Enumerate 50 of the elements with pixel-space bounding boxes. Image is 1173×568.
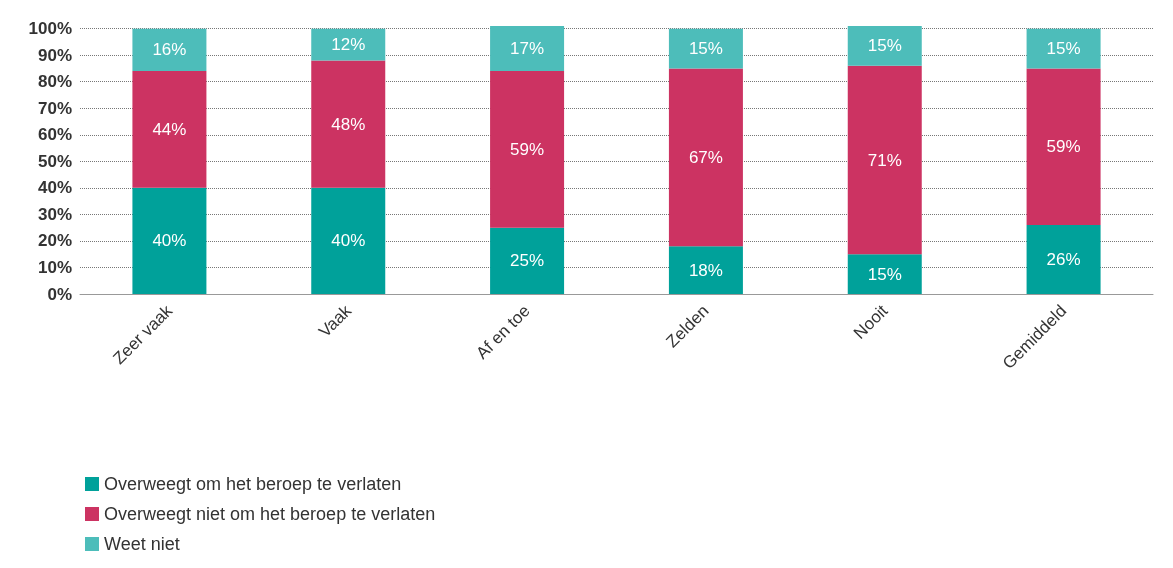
bar bbox=[490, 71, 565, 228]
bar bbox=[490, 227, 565, 294]
data-label: 17% bbox=[510, 39, 545, 59]
bar bbox=[1026, 28, 1101, 69]
bar bbox=[1026, 68, 1101, 226]
data-label: 59% bbox=[1046, 137, 1081, 157]
bar bbox=[311, 187, 386, 294]
y-tick-label: 90% bbox=[37, 45, 72, 65]
y-tick-label: 50% bbox=[37, 151, 72, 171]
bar bbox=[311, 60, 386, 188]
y-tick-label: 70% bbox=[37, 98, 72, 118]
bar bbox=[490, 26, 565, 72]
data-label: 67% bbox=[688, 147, 723, 167]
legend-label: Overweegt niet om het beroep te verlaten bbox=[104, 504, 436, 524]
data-label: 18% bbox=[688, 260, 723, 280]
y-tick-label: 10% bbox=[37, 257, 72, 277]
y-tick-label: 20% bbox=[37, 231, 72, 251]
data-label: 15% bbox=[688, 39, 723, 59]
y-tick-label: 100% bbox=[28, 19, 72, 39]
data-label: 40% bbox=[331, 231, 366, 251]
bar bbox=[668, 28, 743, 69]
bar bbox=[847, 254, 922, 294]
data-label: 44% bbox=[152, 119, 187, 139]
data-label: 12% bbox=[331, 35, 366, 55]
data-label: 25% bbox=[510, 251, 545, 271]
y-tick-label: 80% bbox=[37, 72, 72, 92]
data-label: 15% bbox=[1046, 39, 1081, 59]
legend-label: Weet niet bbox=[104, 534, 180, 554]
bar bbox=[132, 28, 207, 72]
data-label: 59% bbox=[510, 139, 545, 159]
data-label: 26% bbox=[1046, 250, 1081, 270]
data-label: 16% bbox=[152, 40, 187, 60]
y-tick-label: 60% bbox=[37, 125, 72, 145]
data-label: 71% bbox=[867, 150, 902, 170]
x-tick-label: Af en toe bbox=[472, 301, 534, 363]
legend-label: Overweegt om het beroep te verlaten bbox=[104, 474, 402, 494]
bar bbox=[132, 71, 207, 188]
bar bbox=[668, 68, 743, 247]
y-tick-label: 40% bbox=[37, 178, 72, 198]
bar bbox=[132, 187, 207, 294]
bar bbox=[847, 65, 922, 255]
y-tick-label: 0% bbox=[47, 284, 72, 304]
data-label: 15% bbox=[867, 264, 902, 284]
data-label: 40% bbox=[152, 231, 187, 251]
bar bbox=[1026, 225, 1101, 294]
y-tick-label: 30% bbox=[37, 204, 72, 224]
data-label: 48% bbox=[331, 114, 366, 134]
bar bbox=[847, 26, 922, 66]
bar bbox=[668, 246, 743, 294]
data-label: 15% bbox=[867, 36, 902, 56]
